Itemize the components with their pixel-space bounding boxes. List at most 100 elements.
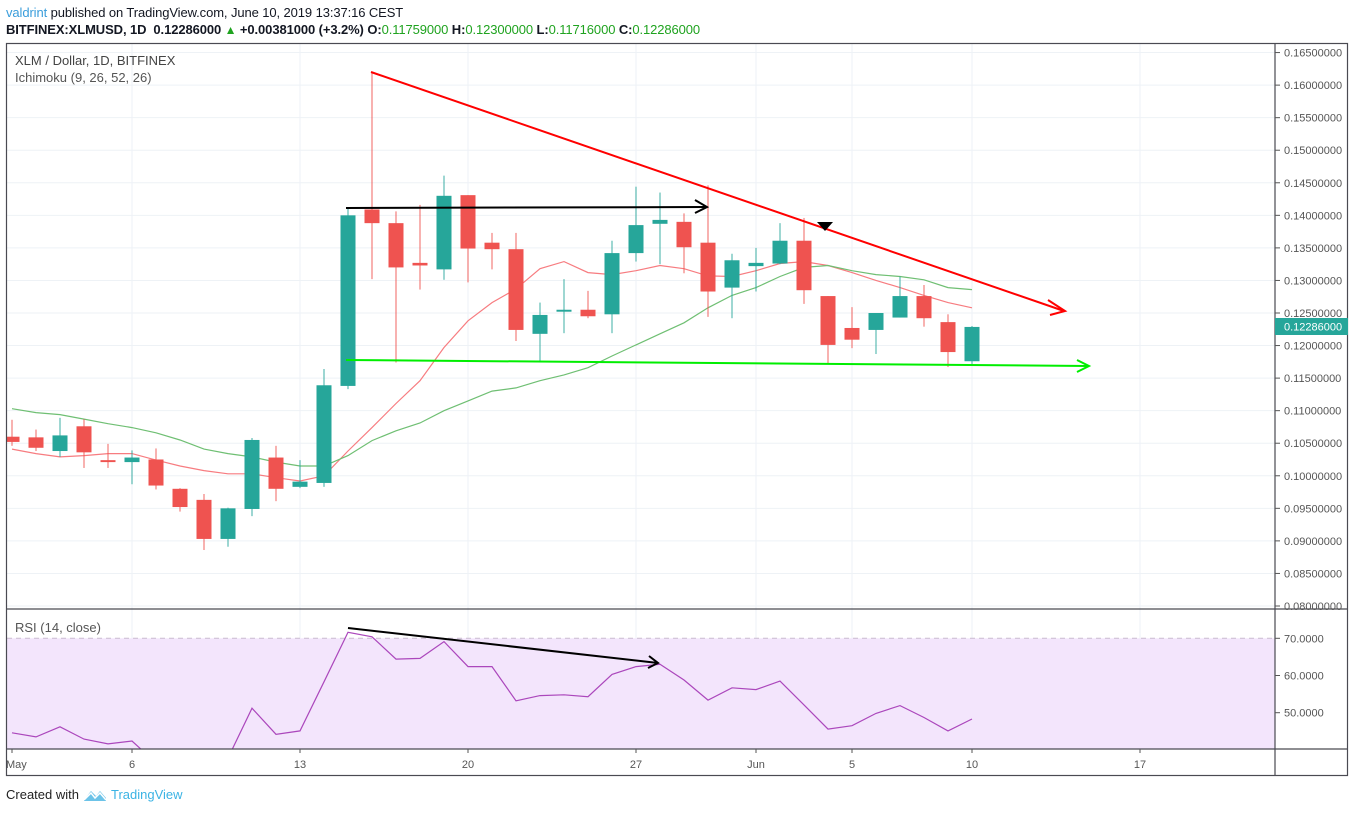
candle-body <box>340 215 356 386</box>
tradingview-logo-icon <box>83 790 107 801</box>
support-trendline[interactable] <box>345 359 1092 373</box>
last-price: 0.12286000 <box>153 22 222 37</box>
candle-body <box>892 296 908 318</box>
candle-body <box>364 209 380 224</box>
time-tick-label: 13 <box>294 759 306 771</box>
price-tick-label: 0.13000000 <box>1284 275 1342 287</box>
symbol: BITFINEX:XLMUSD, 1D <box>6 22 147 37</box>
candle <box>628 186 644 262</box>
candle <box>748 247 764 292</box>
high-label: H: <box>451 22 466 37</box>
tradingview-link[interactable]: TradingView <box>110 787 183 802</box>
candle <box>916 285 932 327</box>
close-value: 0.12286000 <box>632 22 701 37</box>
close-label: C: <box>618 22 633 37</box>
price-tick-label: 0.15500000 <box>1284 113 1342 125</box>
price-tick-label: 0.10000000 <box>1284 471 1342 483</box>
open-label: O: <box>367 22 382 37</box>
candle-body <box>796 240 812 291</box>
candle-body <box>436 195 452 270</box>
resistance-trendline[interactable] <box>370 71 1068 316</box>
candle <box>508 232 524 341</box>
candle <box>436 175 452 280</box>
down-triangle-marker-icon[interactable] <box>817 222 833 231</box>
author-link[interactable]: valdrint <box>6 5 48 20</box>
candle-body <box>772 240 788 264</box>
candle-body <box>292 481 308 487</box>
rsi-series-line <box>11 631 973 749</box>
price-tick-label: 0.12500000 <box>1284 308 1342 320</box>
price-tick-label: 0.12000000 <box>1284 341 1342 353</box>
candle <box>196 494 212 551</box>
candle <box>292 460 308 489</box>
time-tick-label: 20 <box>462 759 474 771</box>
candles <box>7 72 980 551</box>
candle-body <box>412 262 428 266</box>
candle-body <box>52 435 68 452</box>
time-tick-label: 17 <box>1134 759 1146 771</box>
candle-body <box>676 221 692 248</box>
candle-body <box>940 322 956 353</box>
rsi-line <box>11 631 973 749</box>
candle <box>124 450 140 485</box>
candle <box>652 192 668 265</box>
candle <box>340 208 356 390</box>
candle-body <box>148 459 164 486</box>
ichimoku-base-line <box>11 264 973 467</box>
candle-body <box>604 253 620 315</box>
candle <box>676 213 692 274</box>
time-tick-label: Jun <box>747 759 765 771</box>
candle <box>100 443 116 468</box>
candle <box>844 307 860 349</box>
horizontal-resistance-arrow[interactable] <box>345 199 710 214</box>
ichimoku-legend[interactable]: Ichimoku (9, 26, 52, 26) <box>15 70 152 85</box>
chart-title: XLM / Dollar, 1D, BITFINEX <box>15 53 176 68</box>
price-tick-label: 0.08500000 <box>1284 568 1342 580</box>
candle-body <box>460 195 476 249</box>
drawings[interactable] <box>345 71 1092 669</box>
candle-body <box>220 508 236 539</box>
candle-body <box>484 242 500 250</box>
candle <box>796 217 812 304</box>
candle-body <box>196 499 212 539</box>
time-tick-label: 5 <box>849 759 855 771</box>
rsi-divergence-arrow[interactable] <box>347 627 660 669</box>
candle <box>868 313 884 355</box>
candle <box>172 488 188 512</box>
last-price-tag: 0.12286000 <box>1275 318 1348 335</box>
price-tick-label: 0.14000000 <box>1284 210 1342 222</box>
candle-body <box>7 436 20 442</box>
candle <box>268 445 284 502</box>
candle-body <box>820 296 836 345</box>
candle-body <box>388 223 404 268</box>
rsi-band <box>7 638 1275 750</box>
candle <box>76 419 92 468</box>
candle <box>28 429 44 452</box>
publish-info: valdrint published on TradingView.com, J… <box>6 5 403 20</box>
candle-body <box>868 313 884 330</box>
price-tick-label: 0.10500000 <box>1284 438 1342 450</box>
candle <box>532 302 548 362</box>
up-triangle-icon: ▲ <box>224 23 237 37</box>
published-text: published on TradingView.com, June 10, 2… <box>50 5 404 20</box>
candle-body <box>244 439 260 509</box>
candle-body <box>916 296 932 319</box>
candle <box>724 253 740 319</box>
symbol-info: BITFINEX:XLMUSD, 1D 0.12286000 ▲ +0.0038… <box>6 22 700 37</box>
rsi-legend[interactable]: RSI (14, close) <box>15 620 101 635</box>
candle-body <box>652 219 668 224</box>
low-value: 0.11716000 <box>548 22 616 37</box>
candle-body <box>76 426 92 453</box>
time-tick-label: 6 <box>129 759 135 771</box>
candle <box>604 240 620 334</box>
price-tick-label: 0.11000000 <box>1284 406 1341 418</box>
candle <box>388 211 404 363</box>
created-with-text: Created with <box>6 787 79 802</box>
price-tick-label: 0.11500000 <box>1284 373 1341 385</box>
last-price-label: 0.12286000 <box>1284 322 1342 334</box>
ichimoku-conversion-line <box>11 260 973 482</box>
candle <box>316 368 332 487</box>
candle-body <box>700 242 716 292</box>
candle-body <box>748 262 764 267</box>
